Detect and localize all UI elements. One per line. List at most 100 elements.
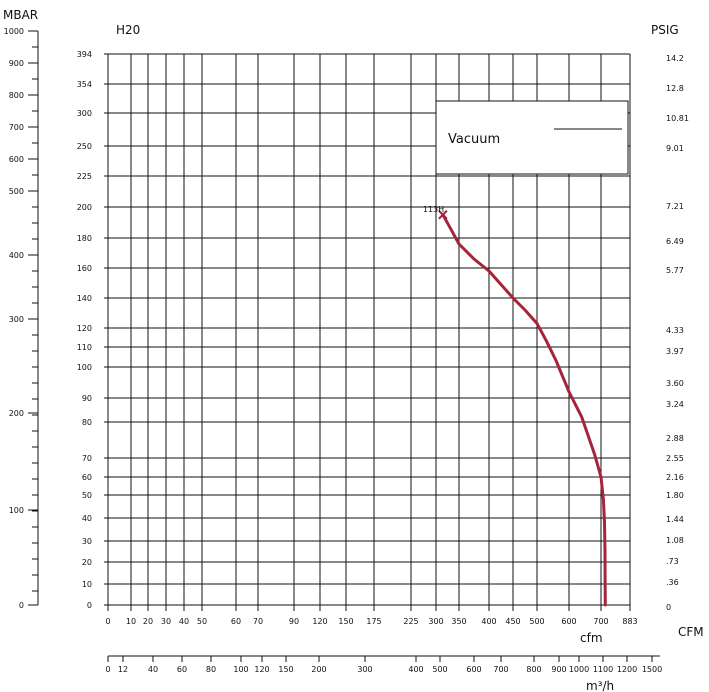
m3h-tick-label: 80 bbox=[206, 665, 216, 674]
cfm-tick-label: 50 bbox=[197, 617, 207, 626]
series-point bbox=[555, 360, 557, 362]
cfm-tick-label: 225 bbox=[403, 617, 418, 626]
series-point bbox=[500, 283, 502, 286]
series-point bbox=[602, 498, 605, 501]
h2o-tick-label: 140 bbox=[77, 294, 92, 303]
cfm-tick-label: 20 bbox=[143, 617, 153, 626]
series-start-marker bbox=[438, 210, 448, 220]
tick-labels: 0 10 20 30 40 50 60 70 90 120 150 175 225 300 350 400 45… bbox=[4, 27, 689, 674]
h2o-tick-label: 300 bbox=[77, 109, 92, 118]
h2o-tick-label: 200 bbox=[77, 203, 92, 212]
legend-label: Vacuum bbox=[448, 132, 500, 147]
psig-tick-label: 0 bbox=[666, 603, 671, 612]
mbar-tick-label: 300 bbox=[9, 315, 24, 324]
series-point bbox=[488, 270, 490, 272]
h2o-tick-label: 225 bbox=[77, 172, 92, 181]
cfm-tick-label: 400 bbox=[481, 617, 496, 626]
psig-tick-label: 6.49 bbox=[666, 237, 684, 246]
series-point bbox=[604, 550, 606, 553]
mbar-axis bbox=[28, 30, 660, 662]
h2o-tick-label: 394 bbox=[77, 50, 92, 59]
mbar-tick-label: 0 bbox=[19, 601, 24, 610]
cfm-tick-label: 40 bbox=[179, 617, 189, 626]
cfm-tick-label: 600 bbox=[561, 617, 576, 626]
cfm-tick-label: 120 bbox=[312, 617, 327, 626]
m3h-tick-label: 900 bbox=[551, 665, 566, 674]
h2o-tick-label: 110 bbox=[77, 343, 92, 352]
cfm-unit-label: CFM bbox=[678, 625, 704, 639]
cfm-tick-label: 883 bbox=[622, 617, 637, 626]
psig-tick-label: 10.81 bbox=[666, 114, 689, 123]
series-point bbox=[473, 258, 475, 260]
series-point bbox=[593, 453, 596, 456]
series-point bbox=[536, 322, 538, 325]
series-point bbox=[604, 578, 606, 581]
m3h-tick-label: 1200 bbox=[617, 665, 637, 674]
cfm-tick-label: 175 bbox=[366, 617, 381, 626]
h2o-tick-label: 160 bbox=[77, 264, 92, 273]
cfm-tick-label: 700 bbox=[593, 617, 608, 626]
psig-tick-label: 4.33 bbox=[666, 326, 684, 335]
h2o-tick-label: 40 bbox=[82, 514, 92, 523]
psig-tick-label: 3.97 bbox=[666, 347, 684, 356]
mbar-tick-label: 800 bbox=[9, 91, 24, 100]
mbar-tick-label: 400 bbox=[9, 251, 24, 260]
m3h-tick-label: 600 bbox=[466, 665, 481, 674]
h2o-tick-label: 100 bbox=[77, 363, 92, 372]
series-point bbox=[568, 391, 570, 393]
cfm-tick-label: 60 bbox=[231, 617, 241, 626]
m3h-tick-label: 400 bbox=[408, 665, 423, 674]
series-point bbox=[524, 309, 526, 311]
m3h-tick-label: 100 bbox=[233, 665, 248, 674]
series-point bbox=[581, 416, 583, 419]
mbar-tick-label: 700 bbox=[9, 123, 24, 132]
m3h-tick-label: 500 bbox=[432, 665, 447, 674]
h2o-tick-label: 70 bbox=[82, 454, 92, 463]
series-name-label: 113H bbox=[423, 205, 444, 214]
m3h-tick-label: 300 bbox=[357, 665, 372, 674]
series-line bbox=[441, 213, 607, 607]
m3h-tick-label: 120 bbox=[254, 665, 269, 674]
psig-tick-label: .73 bbox=[666, 557, 679, 566]
psig-tick-label: .36 bbox=[666, 578, 679, 587]
legend-background bbox=[435, 100, 629, 175]
mbar-tick-label: 900 bbox=[9, 59, 24, 68]
psig-tick-label: 9.01 bbox=[666, 144, 684, 153]
psig-axis-title: PSIG bbox=[651, 23, 679, 37]
h2o-tick-label: 120 bbox=[77, 324, 92, 333]
legend-box: Vacuum bbox=[435, 100, 629, 175]
series-point bbox=[458, 243, 460, 245]
cfm-axis-title: cfm bbox=[580, 631, 603, 645]
cfm-tick-label: 0 bbox=[105, 617, 110, 626]
mbar-tick-label: 100 bbox=[9, 506, 24, 515]
h2o-tick-label: 0 bbox=[87, 601, 92, 610]
psig-tick-label: 5.77 bbox=[666, 266, 684, 275]
cfm-tick-label: 30 bbox=[161, 617, 171, 626]
psig-tick-label: 1.08 bbox=[666, 536, 684, 545]
cfm-tick-label: 500 bbox=[529, 617, 544, 626]
mbar-tick-label: 600 bbox=[9, 155, 24, 164]
m3h-tick-label: 12 bbox=[118, 665, 128, 674]
psig-tick-label: 2.55 bbox=[666, 454, 684, 463]
psig-tick-label: 1.80 bbox=[666, 491, 684, 500]
series-point bbox=[600, 476, 602, 478]
h2o-tick-label: 80 bbox=[82, 418, 92, 427]
h2o-tick-label: 50 bbox=[82, 491, 92, 500]
mbar-axis-title: MBAR bbox=[3, 8, 38, 22]
cfm-tick-label: 10 bbox=[126, 617, 136, 626]
h2o-axis-title: H20 bbox=[116, 23, 140, 37]
psig-tick-label: 3.24 bbox=[666, 400, 684, 409]
m3h-tick-label: 200 bbox=[311, 665, 326, 674]
m3h-tick-label: 1000 bbox=[569, 665, 589, 674]
h2o-tick-label: 180 bbox=[77, 234, 92, 243]
series-point bbox=[449, 226, 451, 228]
h2o-tick-label: 30 bbox=[82, 537, 92, 546]
m3h-tick-label: 60 bbox=[177, 665, 187, 674]
h2o-tick-label: 60 bbox=[82, 473, 92, 482]
h2o-tick-label: 354 bbox=[77, 80, 92, 89]
cfm-tick-label: 450 bbox=[505, 617, 520, 626]
cfm-tick-label: 70 bbox=[253, 617, 263, 626]
psig-tick-label: 12.8 bbox=[666, 84, 684, 93]
h2o-tick-label: 90 bbox=[82, 394, 92, 403]
cfm-tick-label: 300 bbox=[428, 617, 443, 626]
